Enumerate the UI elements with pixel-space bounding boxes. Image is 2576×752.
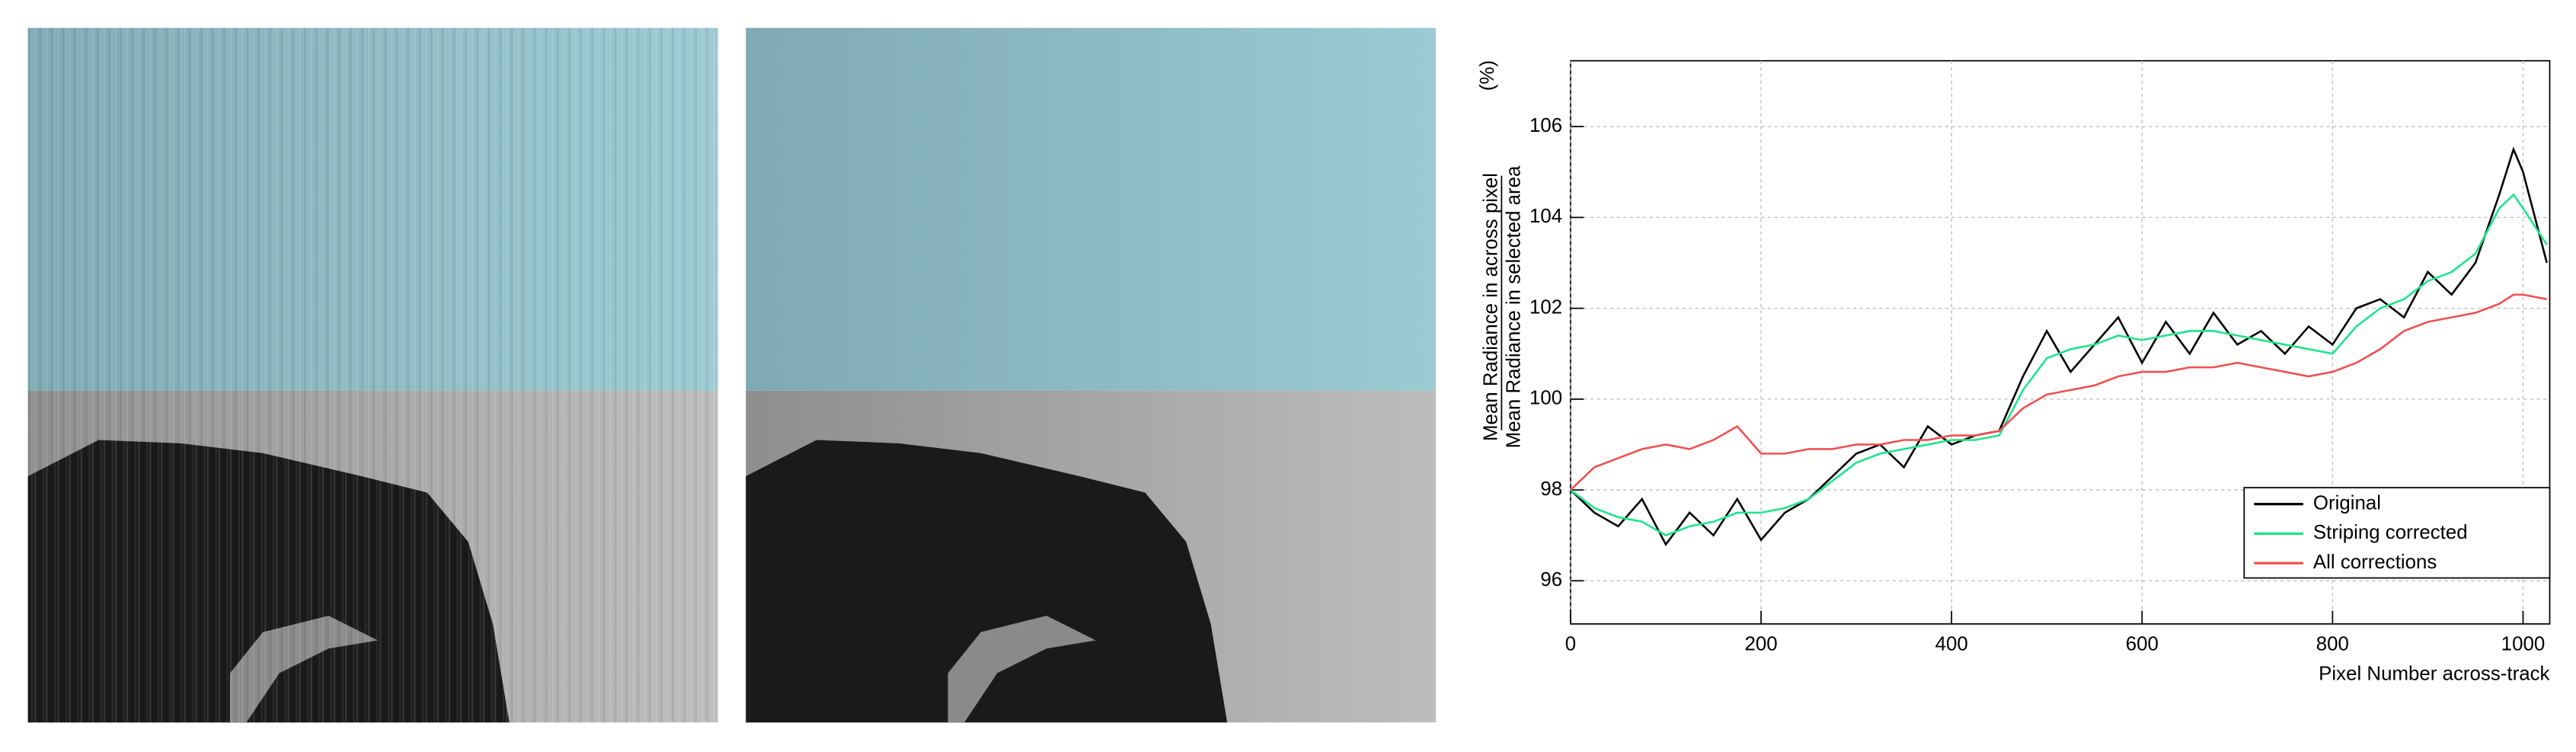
legend-label: Striping corrected <box>2313 522 2468 543</box>
series-line <box>1570 193 2548 537</box>
x-tick-label: 800 <box>2316 634 2349 655</box>
image-corrected <box>746 27 1437 723</box>
y-tick-label: 104 <box>1529 206 1562 227</box>
legend-label: All corrections <box>2313 552 2437 573</box>
x-label: Pixel Number across-track <box>2319 664 2549 685</box>
x-tick-label: 200 <box>1744 634 1777 655</box>
legend: Original Striping corrected All correction… <box>2243 487 2551 579</box>
legend-label: Original <box>2313 492 2381 514</box>
y-tick-label: 102 <box>1529 296 1562 318</box>
y-tick-label: 106 <box>1529 115 1562 136</box>
y-tick-label: 100 <box>1529 388 1562 409</box>
series-line <box>1570 146 2548 547</box>
y-label-numerator: Mean Radiance in across pixel <box>1480 173 1501 441</box>
x-tick-label: 1000 <box>2501 634 2546 655</box>
y-label-unit: (%) <box>1477 60 1498 91</box>
image-striped <box>27 27 718 723</box>
x-tick-label: 600 <box>2126 634 2159 655</box>
plot-frame <box>1570 59 2551 625</box>
y-tick-label: 98 <box>1540 478 1562 500</box>
x-tick-label: 0 <box>1565 634 1576 655</box>
series-line <box>1570 293 2547 491</box>
y-label-denominator: Mean Radiance in selected area <box>1503 165 1524 448</box>
x-tick-label: 400 <box>1935 634 1968 655</box>
y-tick-label: 96 <box>1540 569 1562 590</box>
